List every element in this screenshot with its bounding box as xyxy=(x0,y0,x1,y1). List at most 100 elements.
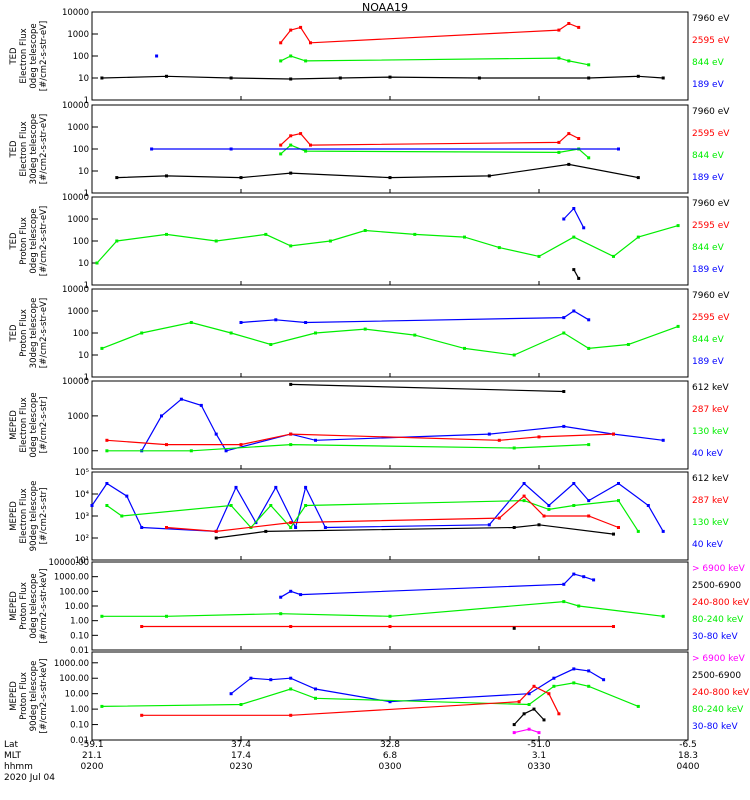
data-point xyxy=(567,59,571,63)
legend-entry: 30-80 keV xyxy=(692,722,738,732)
y-tick-label: 100 xyxy=(73,52,89,62)
data-point xyxy=(314,438,317,442)
data-point xyxy=(587,684,591,688)
data-point xyxy=(612,532,615,536)
y-axis-label-line: Proton Flux xyxy=(19,582,29,630)
y-axis-label-line: [#/cm2-s-str] xyxy=(39,488,49,545)
y-axis-label-line: 0deg telescope xyxy=(29,23,39,88)
data-point xyxy=(105,504,109,507)
data-point xyxy=(323,526,327,529)
data-point xyxy=(537,731,541,735)
y-axis-label: TEDProton Flux0deg telescope[#/cm2-s-str… xyxy=(9,206,49,276)
data-point xyxy=(552,684,556,688)
data-point xyxy=(289,676,293,680)
data-point xyxy=(676,324,680,328)
y-axis-label-line: 90deg telescope xyxy=(29,661,39,732)
data-point xyxy=(577,604,581,608)
data-point xyxy=(239,176,243,180)
data-point xyxy=(120,514,124,518)
y-axis-label-line: 0deg telescope xyxy=(29,392,39,457)
data-point xyxy=(577,25,581,29)
footer-tick-time: 0230 xyxy=(230,762,253,772)
data-point xyxy=(557,150,561,154)
panel-frame xyxy=(91,380,689,470)
series-line xyxy=(101,75,664,80)
y-tick-label: 100.00 xyxy=(59,587,89,597)
y-axis-label-line: 30deg telescope xyxy=(29,114,39,185)
y-axis-label-line: TED xyxy=(9,47,19,66)
panel-6: 10¹ 10² 10³ 10⁴ 10⁵ MEPEDElectron Flux90deg t… xyxy=(9,468,729,566)
legend-entry: 7960 eV xyxy=(692,291,730,301)
y-axis-label: TEDProton Flux30deg telescope[#/cm2-s-st… xyxy=(9,298,49,369)
footer-tick-time: 0200 xyxy=(81,762,104,772)
panel-frame xyxy=(91,288,689,378)
data-point xyxy=(512,446,516,450)
legend-entry: 130 keV xyxy=(692,518,729,528)
data-point xyxy=(572,667,576,671)
data-point xyxy=(522,482,526,485)
data-point xyxy=(304,485,308,489)
data-point xyxy=(115,176,119,180)
legend-entry: 287 keV xyxy=(692,405,729,415)
series-line xyxy=(106,443,589,452)
data-point xyxy=(661,438,665,442)
y-axis-label-line: Electron Flux xyxy=(19,28,29,83)
series-line xyxy=(91,482,664,533)
data-point xyxy=(328,239,332,243)
data-point xyxy=(299,132,303,136)
data-point xyxy=(224,449,228,453)
data-point xyxy=(636,74,640,78)
series-line xyxy=(101,321,679,356)
panel-frame xyxy=(91,11,689,101)
data-point xyxy=(304,59,308,63)
legend-entry: 2595 eV xyxy=(692,221,730,231)
series-line xyxy=(280,22,579,44)
y-axis-label-line: Electron Flux xyxy=(19,488,29,543)
data-point xyxy=(155,54,159,58)
y-tick-label: 1 xyxy=(84,96,89,106)
data-point xyxy=(314,687,317,691)
data-point xyxy=(229,76,233,80)
data-point xyxy=(274,485,278,489)
y-tick-label: 10000 xyxy=(62,101,89,111)
panel-frame xyxy=(91,561,689,651)
legend-entry: 2500-6900 xyxy=(692,581,741,591)
y-tick-label: 1 xyxy=(84,373,89,383)
panel-2: 1 10 100 1000 10000 TEDElectron Flux30deg tel… xyxy=(9,101,730,199)
series-line xyxy=(240,310,590,324)
data-point xyxy=(572,572,576,576)
data-point xyxy=(522,494,526,498)
data-point xyxy=(214,239,218,243)
series-line xyxy=(280,132,579,146)
data-point xyxy=(552,676,556,680)
data-point xyxy=(289,143,293,147)
data-point xyxy=(572,207,576,210)
y-axis-label-line: Proton Flux xyxy=(19,309,29,357)
series-line xyxy=(230,668,604,703)
series-line xyxy=(563,207,585,229)
legend-entry: 40 keV xyxy=(692,449,724,459)
data-point xyxy=(115,239,119,243)
data-point xyxy=(567,132,571,136)
data-point xyxy=(542,718,546,722)
data-point xyxy=(165,526,168,529)
legend-entry: > 6900 keV xyxy=(692,564,746,574)
y-axis-label: MEPEDProton Flux0deg telescope[#/cm2-s-s… xyxy=(9,569,49,644)
data-point xyxy=(299,25,303,29)
legend-entry: 240-800 keV xyxy=(692,688,750,698)
data-point xyxy=(547,692,551,696)
data-point xyxy=(562,316,566,320)
data-point xyxy=(105,482,109,485)
y-tick-label: 1000 xyxy=(67,412,89,422)
data-point xyxy=(279,595,283,599)
footer-tick-mlt: 21.1 xyxy=(82,751,102,761)
series-line xyxy=(290,383,564,393)
y-axis-label-line: 0deg telescope xyxy=(29,208,39,273)
data-point xyxy=(413,333,417,337)
data-point xyxy=(497,438,501,442)
data-point xyxy=(229,692,233,696)
data-point xyxy=(577,137,581,140)
footer-tick-time: 0400 xyxy=(677,762,700,772)
data-point xyxy=(269,678,273,682)
data-point xyxy=(557,28,561,32)
